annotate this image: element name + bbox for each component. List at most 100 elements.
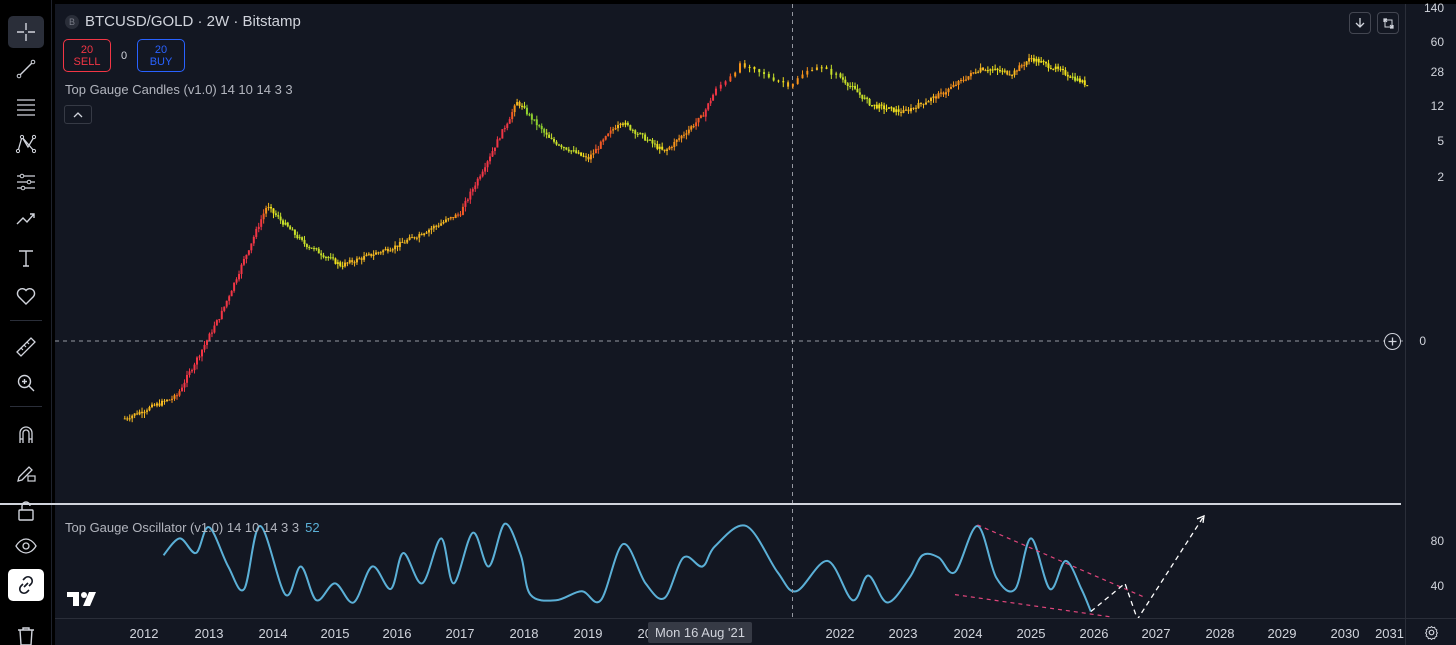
candle-body — [815, 67, 818, 70]
candle-body — [210, 332, 213, 334]
price-label: 5 — [1437, 134, 1444, 148]
tradingview-logo — [67, 592, 96, 606]
candle-body — [739, 63, 741, 73]
oscillator-pane[interactable]: Top Gauge Oscillator (v1.0) 14 10 14 3 3… — [55, 509, 1405, 618]
candle-body — [382, 250, 385, 253]
candle-body — [360, 258, 363, 260]
candle-body — [806, 70, 809, 75]
projection-icon — [17, 173, 35, 191]
candle-body — [900, 111, 903, 113]
candle-body — [661, 146, 664, 150]
oscillator-chart[interactable] — [55, 509, 1405, 618]
candle-body — [489, 156, 492, 162]
candle-body — [255, 228, 258, 237]
projection-tool[interactable] — [8, 166, 44, 198]
zoom-tool[interactable] — [8, 367, 44, 399]
forecast-tool[interactable] — [8, 203, 44, 235]
candle-body — [143, 411, 146, 414]
fullscreen-button[interactable] — [1377, 12, 1399, 34]
candle-body — [493, 147, 496, 152]
pane-divider[interactable] — [0, 503, 1401, 505]
forecast-icon — [16, 213, 35, 225]
chart-settings-button[interactable] — [1405, 618, 1456, 645]
candle-body — [277, 215, 280, 217]
sell-button[interactable]: 20 SELL — [63, 39, 111, 72]
lock-drawings-tool[interactable] — [8, 495, 44, 527]
candle-body — [905, 109, 907, 111]
candle-body — [257, 226, 260, 229]
candle-body — [538, 125, 541, 127]
candle-body — [201, 349, 203, 357]
candle-body — [523, 105, 526, 108]
candle-body — [1069, 76, 1072, 78]
candle-body — [849, 85, 852, 87]
candle-body — [425, 232, 428, 234]
candle-body — [835, 73, 838, 75]
buy-button[interactable]: 20 BUY — [137, 39, 185, 72]
candle-body — [994, 68, 997, 70]
candle-body — [719, 84, 722, 89]
remove-drawings-tool[interactable] — [8, 620, 44, 645]
candle-body — [1083, 80, 1086, 86]
candle-body — [658, 146, 661, 149]
candle-body — [265, 207, 268, 214]
measure-tool[interactable] — [8, 331, 44, 363]
candle-body — [301, 237, 304, 240]
download-button[interactable] — [1349, 12, 1371, 34]
candle-body — [384, 248, 387, 251]
crosshair-tool[interactable] — [8, 16, 44, 48]
main-price-pane[interactable]: B BTCUSD/GOLD · 2W · Bitstamp 20 SELL 0 … — [55, 4, 1405, 507]
candles-chart[interactable] — [55, 4, 1405, 507]
link-tool[interactable] — [8, 569, 44, 601]
candle-body — [218, 319, 221, 321]
candle-body — [873, 104, 876, 106]
trend-line-tool[interactable] — [8, 53, 44, 85]
candle-body — [208, 333, 211, 341]
magnet-tool[interactable] — [8, 419, 44, 451]
time-label: 2030 — [1330, 626, 1360, 641]
candle-body — [228, 296, 231, 301]
candle-body — [707, 103, 710, 110]
candle-body — [353, 262, 356, 264]
fib-tool[interactable] — [8, 90, 44, 122]
symbol-title[interactable]: BTCUSD/GOLD · 2W · Bitstamp — [85, 13, 301, 30]
candle-body — [748, 66, 751, 68]
candle-body — [528, 114, 531, 116]
candle-body — [351, 260, 354, 263]
candle-body — [545, 132, 548, 135]
candle-body — [389, 250, 392, 252]
candle-body — [367, 253, 370, 255]
add-alert-button[interactable] — [1384, 333, 1401, 350]
candle-body — [796, 78, 799, 84]
oscillator-legend[interactable]: Top Gauge Oscillator (v1.0) 14 10 14 3 3… — [65, 520, 320, 535]
candle-body — [449, 217, 452, 219]
candle-body — [1008, 74, 1011, 76]
favorites-tool[interactable] — [8, 280, 44, 312]
pattern-tool[interactable] — [8, 128, 44, 160]
candles-indicator-label[interactable]: Top Gauge Candles (v1.0) 14 10 14 3 3 — [65, 82, 293, 97]
refresh-icon — [1382, 17, 1394, 29]
candle-body — [839, 73, 842, 78]
candle-body — [161, 400, 163, 406]
lower-trendline — [954, 594, 1113, 618]
collapse-legend-button[interactable] — [64, 105, 92, 124]
candle-body — [272, 208, 275, 214]
price-axis[interactable]: 140 60 28 12 5 2 0 80 40 — [1405, 1, 1456, 618]
candle-body — [646, 139, 649, 141]
time-axis[interactable]: 2012 2013 2014 2015 2016 2017 2018 2019 … — [55, 618, 1405, 645]
stay-in-drawing-tool[interactable] — [8, 457, 44, 489]
candle-body — [587, 156, 590, 160]
chart-area[interactable]: B BTCUSD/GOLD · 2W · Bitstamp 20 SELL 0 … — [55, 4, 1405, 618]
candle-body — [418, 234, 421, 238]
text-tool[interactable] — [8, 242, 44, 274]
candle-body — [131, 415, 134, 419]
spread-value: 0 — [120, 49, 128, 62]
candle-body — [699, 115, 702, 118]
settings-icon — [1424, 625, 1438, 640]
hide-drawings-tool[interactable] — [8, 530, 44, 562]
candle-body — [897, 109, 900, 112]
candle-body — [858, 92, 861, 95]
candle-body — [196, 357, 198, 365]
time-label: 2026 — [1079, 626, 1109, 641]
candle-body — [695, 122, 698, 127]
